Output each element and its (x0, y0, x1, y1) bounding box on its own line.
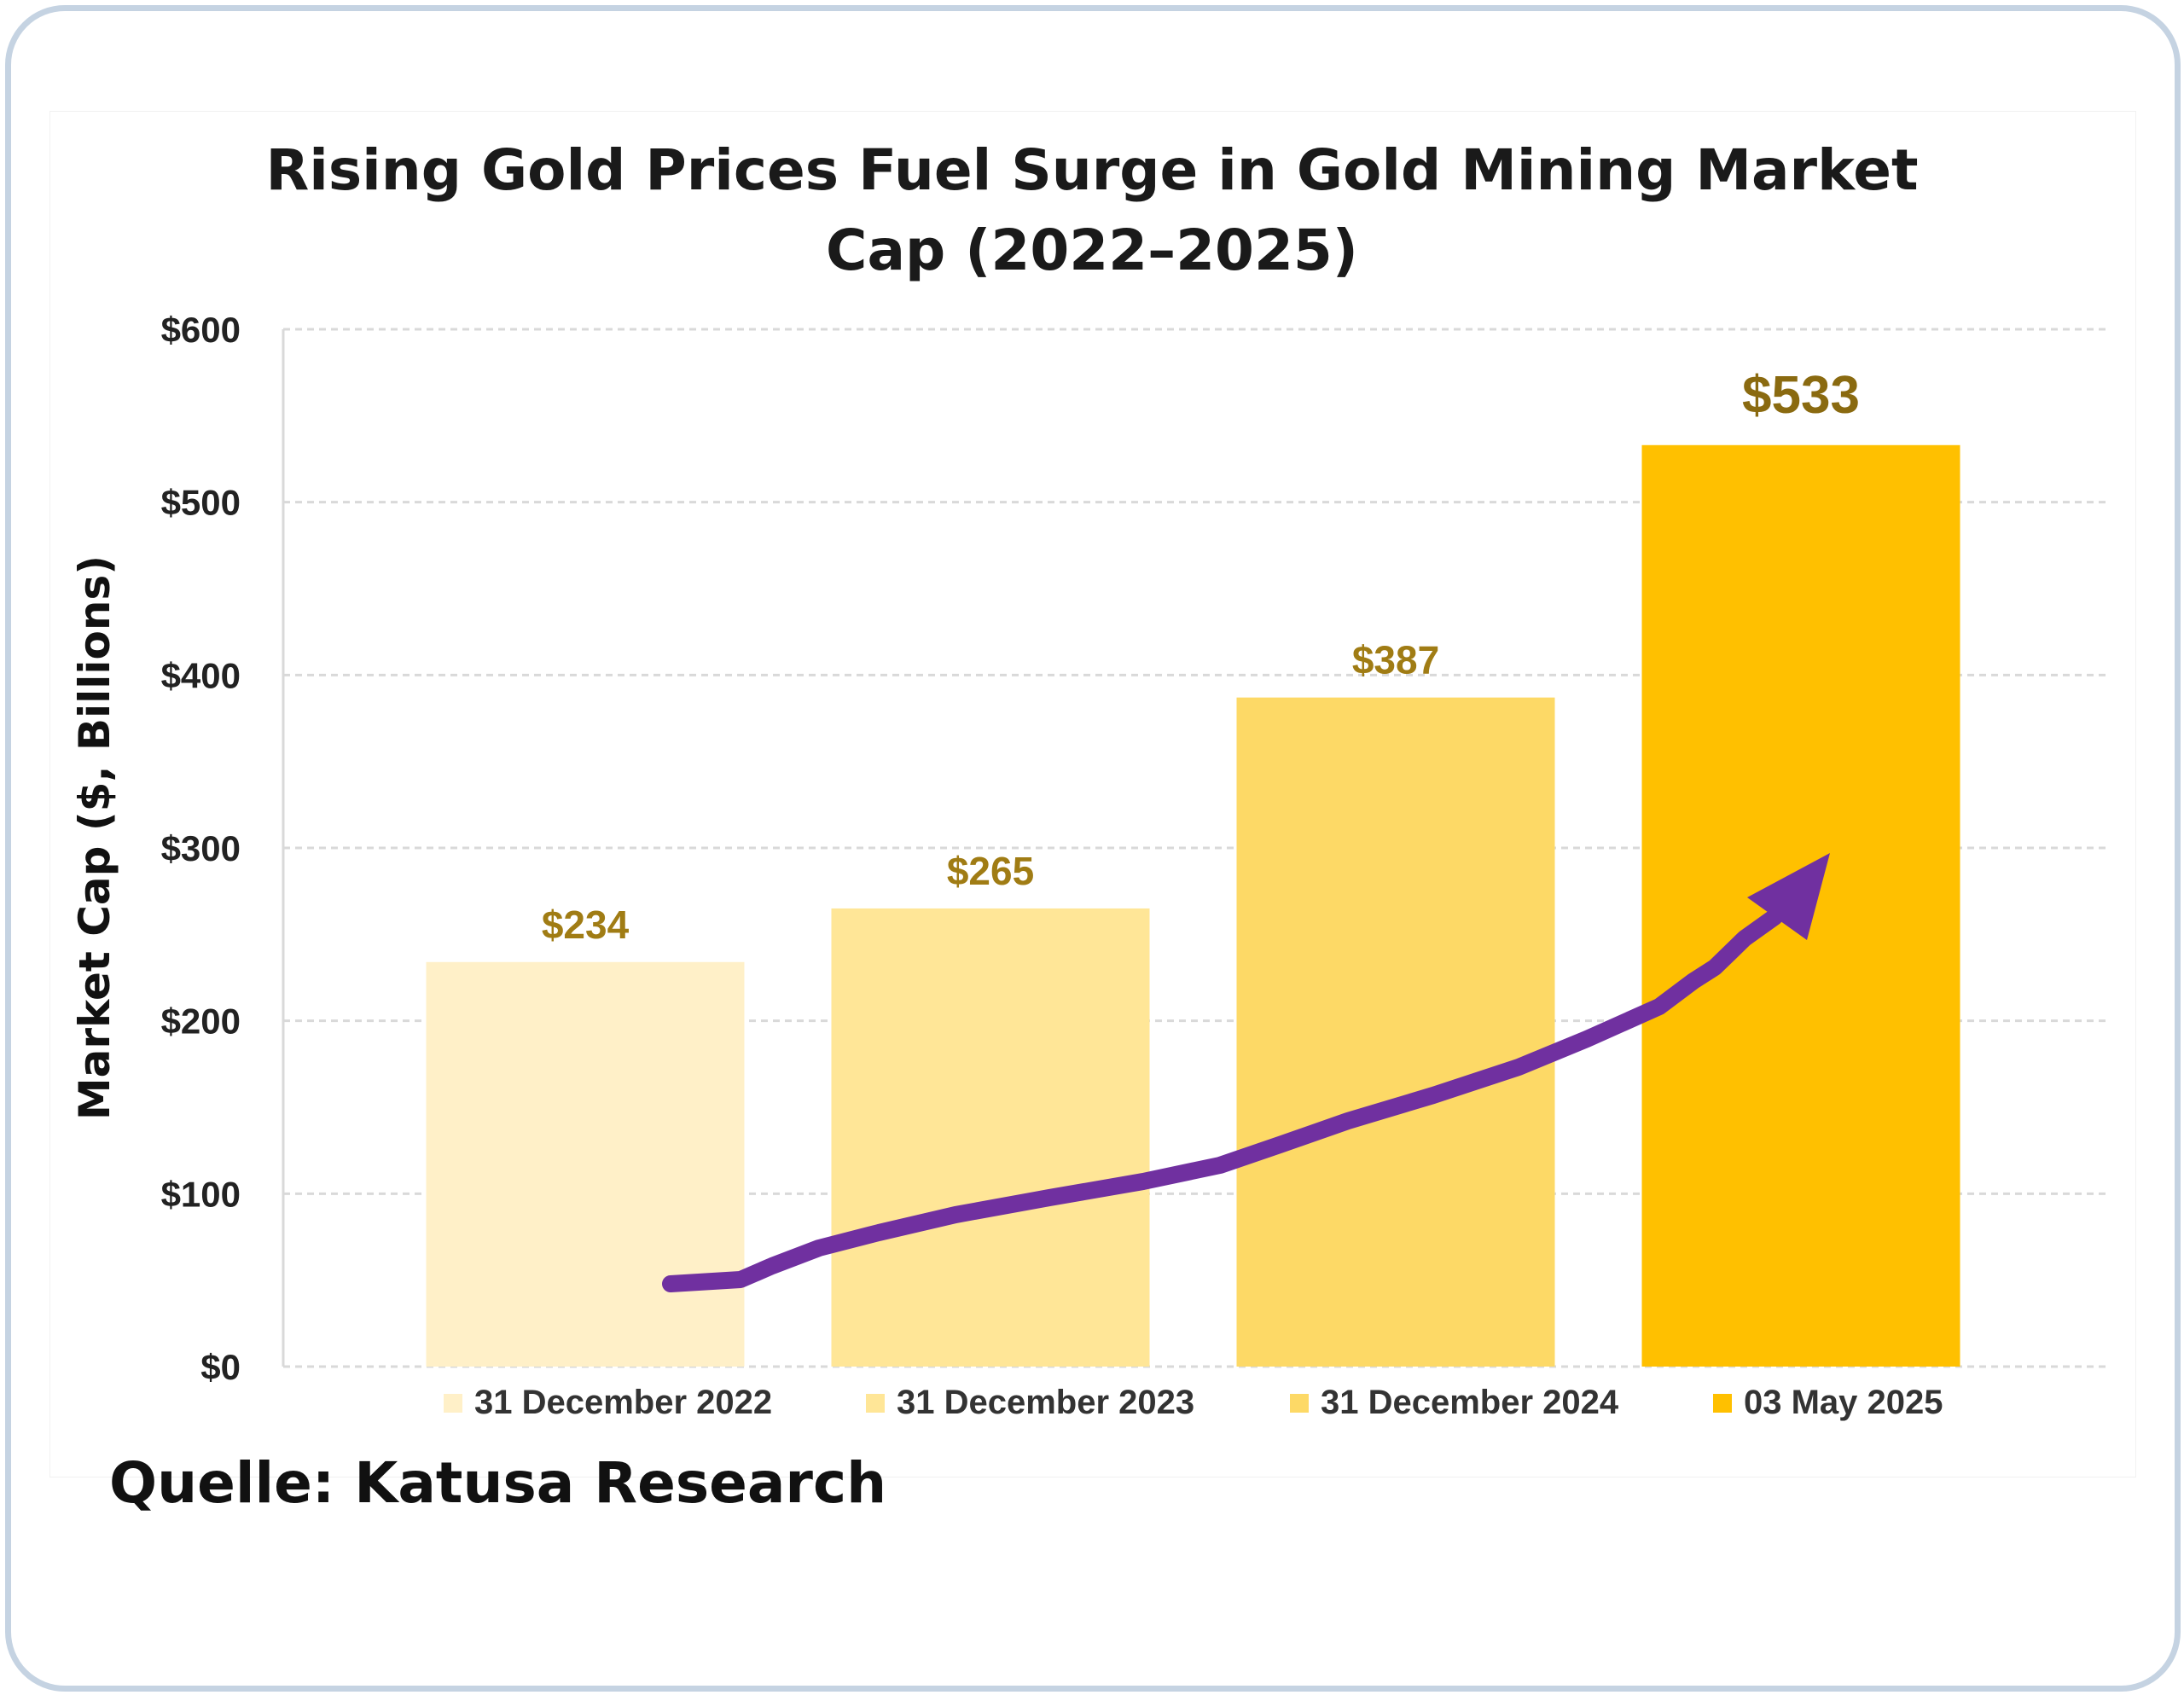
chart-title-line-1: Rising Gold Prices Fuel Surge in Gold Mi… (265, 137, 1918, 203)
bars (426, 444, 1960, 1367)
y-tick-label: $600 (161, 310, 241, 350)
legend-label: 31 December 2022 (474, 1384, 772, 1421)
legend: 31 December 2022 31 December 2023 31 Decem… (444, 1384, 1943, 1421)
legend-swatch (1290, 1394, 1309, 1413)
y-tick-label: $400 (161, 655, 241, 695)
legend-swatch (866, 1394, 885, 1413)
legend-swatch (444, 1394, 462, 1413)
trend-arrow (662, 853, 1830, 1292)
y-axis-ticks: $0 $100 $200 $300 $400 $500 $600 (161, 310, 241, 1387)
trend-arrowhead (1747, 853, 1830, 940)
bar (1236, 697, 1555, 1367)
data-label: $265 (947, 849, 1034, 893)
y-tick-label: $0 (200, 1347, 241, 1387)
bar (831, 908, 1150, 1367)
chart-title-line-2: Cap (2022–2025) (826, 218, 1358, 283)
y-tick-label: $500 (161, 483, 241, 523)
bar (426, 961, 745, 1367)
y-tick-label: $100 (161, 1174, 241, 1214)
y-tick-label: $200 (161, 1001, 241, 1042)
legend-label: 31 December 2023 (897, 1384, 1194, 1421)
source-note: Quelle: Katusa Research (109, 1450, 887, 1516)
legend-label: 03 May 2025 (1744, 1384, 1943, 1421)
trend-arrow-line (662, 908, 1783, 1292)
data-labels: $234 $265 $387 $533 (542, 366, 1860, 947)
data-label: $533 (1742, 366, 1860, 425)
legend-label: 31 December 2024 (1321, 1384, 1619, 1421)
data-label: $234 (542, 903, 630, 947)
y-tick-label: $300 (161, 828, 241, 868)
data-label: $387 (1352, 638, 1439, 682)
legend-swatch (1713, 1394, 1732, 1413)
y-axis-label: Market Cap ($, Billions) (70, 555, 119, 1120)
